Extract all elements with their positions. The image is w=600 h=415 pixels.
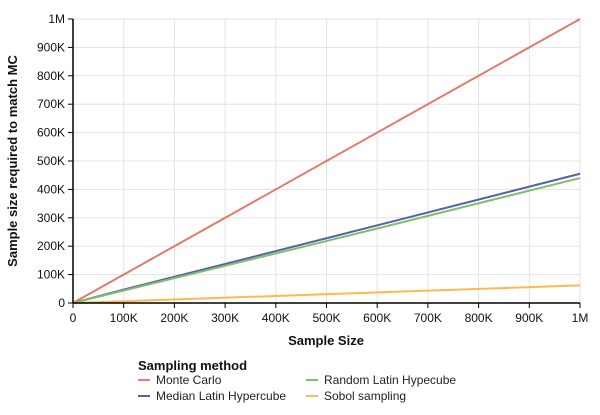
legend-item: Median Latin Hypercube — [156, 389, 286, 403]
legend-item: Sobol sampling — [324, 389, 406, 403]
legend: Monte Carlo Random Latin Hypecube Median L… — [138, 373, 456, 403]
x-tick-label: 400K — [262, 311, 290, 325]
y-tick-label: 500K — [37, 154, 65, 168]
x-tick-label: 900K — [515, 311, 543, 325]
x-tick-label: 200K — [160, 311, 188, 325]
x-tick-label: 1M — [572, 311, 589, 325]
y-tick-label: 900K — [37, 40, 65, 54]
legend-title: Sampling method — [138, 358, 247, 373]
x-tick-label: 700K — [414, 311, 442, 325]
y-tick-label: 700K — [37, 97, 65, 111]
y-tick-label: 1M — [48, 12, 65, 26]
y-tick-label: 0 — [58, 296, 65, 310]
series-line-monte-carlo — [72, 18, 581, 304]
x-tick-label: 300K — [211, 311, 239, 325]
axes: 0 100K 200K 300K 400K 500K 600K 700K 800K 900K 1M 0… — [37, 12, 588, 325]
x-axis-label: Sample Size — [288, 333, 364, 348]
series-line-random-latin-hypecube — [72, 177, 581, 304]
x-tick-label: 100K — [110, 311, 138, 325]
x-tick-label: 800K — [465, 311, 493, 325]
y-tick-label: 200K — [37, 239, 65, 253]
x-tick-label: 500K — [312, 311, 340, 325]
y-tick-label: 800K — [37, 69, 65, 83]
y-axis-label: Sample size required to match MC — [5, 55, 20, 267]
series-line-sobol-sampling — [72, 284, 581, 304]
grid — [73, 18, 581, 303]
legend-item: Monte Carlo — [156, 373, 222, 387]
y-tick-label: 600K — [37, 126, 65, 140]
series-group — [72, 18, 581, 304]
legend-item: Random Latin Hypecube — [324, 373, 456, 387]
y-tick-label: 300K — [37, 211, 65, 225]
x-tick-label: 600K — [363, 311, 391, 325]
x-tick-label: 0 — [70, 311, 77, 325]
y-tick-label: 100K — [37, 268, 65, 282]
y-tick-label: 400K — [37, 182, 65, 196]
